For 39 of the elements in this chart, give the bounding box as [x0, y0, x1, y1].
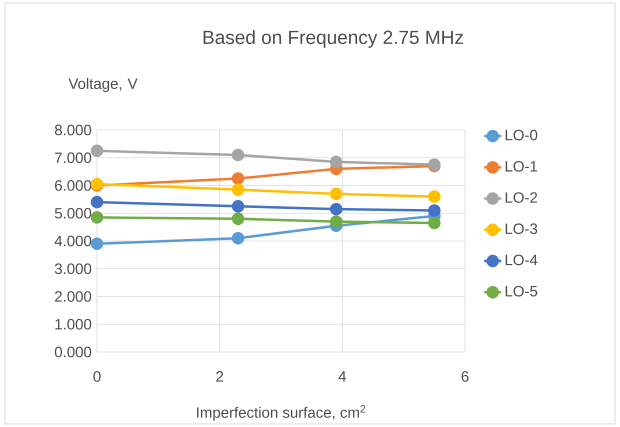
point: [232, 183, 244, 196]
point: [232, 200, 244, 213]
legend-label: LO-0: [506, 130, 538, 140]
point: [330, 202, 342, 216]
point: [232, 212, 244, 226]
y-tick-label: 3.000: [54, 263, 92, 274]
y-tick-label: 5.000: [54, 208, 92, 219]
x-axis-title: Imperfection surface, cm$^{2}$: [197, 405, 366, 421]
point: [428, 204, 441, 217]
point: [428, 190, 441, 203]
chart-title: Based on Frequency 2.75 MHz: [204, 30, 463, 48]
point: [232, 232, 244, 244]
point: [330, 188, 342, 200]
y-tick-label: 0.000: [54, 346, 92, 358]
y-axis-title: Voltage, V: [68, 78, 138, 92]
point: [90, 238, 104, 250]
point: [90, 196, 104, 208]
legend-label: LO-4: [506, 254, 538, 266]
x-tick-label: 2: [216, 371, 224, 382]
point: [330, 156, 342, 168]
y-tick-label: 7.000: [55, 152, 92, 164]
y-tick-label: 8.000: [54, 124, 92, 136]
legend-label: LO-2: [506, 192, 538, 203]
x-tick-label: 6: [462, 371, 469, 382]
point: [90, 211, 104, 224]
point: [232, 172, 244, 185]
point: [90, 144, 104, 158]
y-tick-label: 6.000: [55, 180, 92, 191]
y-tick-label: 1.000: [55, 318, 92, 330]
y-tick-label: 2.000: [55, 291, 92, 302]
legend-label: LO-1: [506, 160, 538, 172]
point: [232, 148, 244, 162]
point: [330, 215, 342, 228]
y-tick-label: 4.000: [54, 236, 92, 246]
point: [428, 216, 441, 230]
legend-label: LO-3: [506, 223, 538, 234]
x-tick-label: 0: [93, 371, 101, 382]
legend-label: LO-5: [506, 286, 538, 296]
x-tick-label: 4: [338, 371, 346, 382]
